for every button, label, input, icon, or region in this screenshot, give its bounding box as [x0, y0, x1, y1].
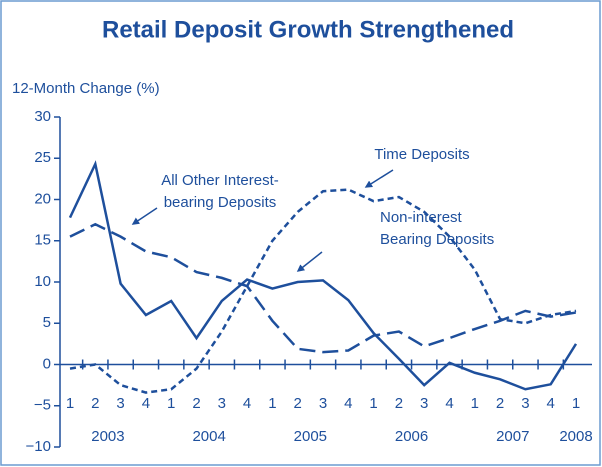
x-tick-label: 4 [243, 395, 251, 412]
x-tick-label: 3 [319, 395, 327, 412]
year-label: 2005 [294, 428, 327, 445]
year-label: 2003 [91, 428, 124, 445]
x-tick-label: 4 [142, 395, 150, 412]
y-tick-label: 5 [43, 314, 51, 331]
x-tick-label: 4 [547, 395, 555, 412]
x-tick-label: 2 [395, 395, 403, 412]
y-tick-label: 20 [34, 190, 51, 207]
series-annotation: Bearing Deposits [380, 231, 494, 248]
year-label: 2004 [192, 428, 225, 445]
x-tick-label: 3 [521, 395, 529, 412]
y-tick-label: 10 [34, 273, 51, 290]
y-tick-label: 15 [34, 232, 51, 249]
x-tick-label: 1 [66, 395, 74, 412]
x-tick-label: 3 [218, 395, 226, 412]
y-tick-label: 25 [34, 149, 51, 166]
y-tick-label: −5 [34, 397, 51, 414]
annotation-arrow [296, 251, 323, 272]
x-tick-label: 1 [471, 395, 479, 412]
year-label: 2006 [395, 428, 428, 445]
chart-title: Retail Deposit Growth Strengthened [102, 16, 514, 43]
year-label: 2008 [559, 428, 592, 445]
annotation-arrow [364, 169, 394, 188]
x-tick-label: 1 [167, 395, 175, 412]
x-tick-label: 3 [116, 395, 124, 412]
series-line [69, 188, 577, 394]
x-tick-label: 4 [344, 395, 352, 412]
series-line [69, 222, 577, 354]
x-tick-label: 2 [192, 395, 200, 412]
x-tick-label: 3 [420, 395, 428, 412]
x-tick-label: 2 [91, 395, 99, 412]
y-tick-label: −10 [26, 438, 51, 455]
series-annotation: bearing Deposits [164, 194, 277, 211]
x-tick-label: 1 [369, 395, 377, 412]
annotation-arrow [131, 207, 158, 225]
series-annotation: Time Deposits [374, 146, 469, 163]
x-tick-label: 2 [294, 395, 302, 412]
series-annotation: Non-interest [380, 209, 463, 226]
x-tick-label: 1 [572, 395, 580, 412]
year-label: 2007 [496, 428, 529, 445]
series-line [68, 160, 578, 391]
y-tick-label: 30 [34, 108, 51, 125]
x-tick-label: 4 [445, 395, 453, 412]
x-tick-label: 1 [268, 395, 276, 412]
series-annotation: All Other Interest- [161, 172, 279, 189]
x-tick-label: 2 [496, 395, 504, 412]
y-tick-label: 0 [43, 355, 51, 372]
y-axis-label: 12-Month Change (%) [12, 80, 160, 97]
